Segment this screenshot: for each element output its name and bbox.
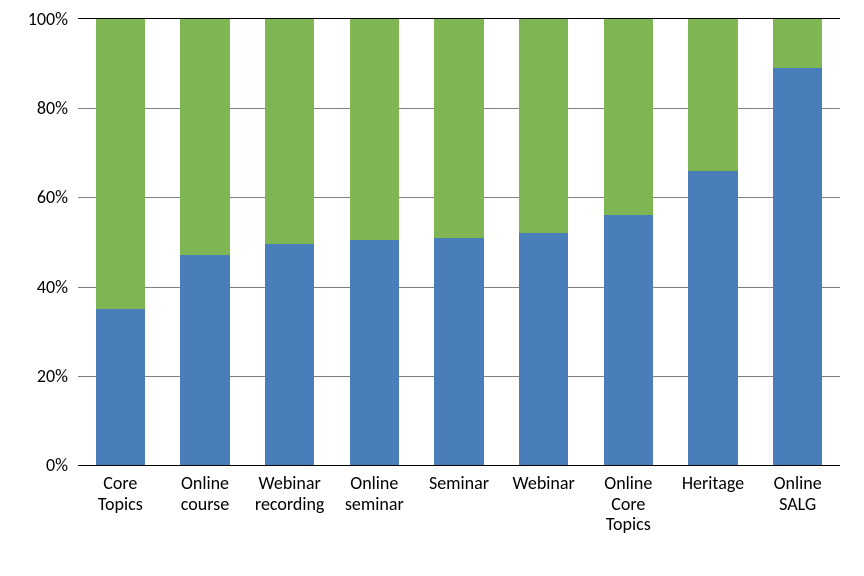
y-axis-tick-label: 80% [37, 97, 68, 119]
bar-segment-top [688, 19, 737, 171]
bar-group [350, 19, 399, 465]
bar-segment-top [604, 19, 653, 215]
bar-segment-top [519, 19, 568, 233]
bar-segment-top [265, 19, 314, 244]
chart: 0% 20% 40% 60% 80% 100% Core TopicsOnline cour… [0, 0, 864, 576]
bar-segment-bottom [96, 309, 145, 465]
bar-segment-top [350, 19, 399, 240]
bar-group [180, 19, 229, 465]
bar-segment-top [96, 19, 145, 309]
y-axis-tick-label: 0% [46, 454, 68, 476]
bar-segment-bottom [773, 68, 822, 465]
x-axis-tick-label: Webinar recording [248, 465, 331, 514]
plot-area: 0%20%40%60%80%100%Core TopicsOnline cour… [78, 18, 840, 466]
bar-group [688, 19, 737, 465]
bar-segment-top [773, 19, 822, 68]
x-axis-tick-label: Webinar [502, 465, 585, 494]
x-axis-tick-label: Seminar [418, 465, 501, 494]
x-axis-tick-label: Core Topics [79, 465, 162, 514]
bar-segment-bottom [604, 215, 653, 465]
bar-segment-bottom [434, 238, 483, 465]
bar-group [96, 19, 145, 465]
bar-group [434, 19, 483, 465]
bar-segment-bottom [265, 244, 314, 465]
bar-segment-bottom [688, 171, 737, 465]
y-axis-tick-label: 40% [37, 276, 68, 298]
x-axis-tick-label: Online seminar [333, 465, 416, 514]
bar-segment-bottom [180, 255, 229, 465]
bar-segment-top [180, 19, 229, 255]
x-axis-tick-label: Online course [164, 465, 247, 514]
bar-group [265, 19, 314, 465]
bar-group [604, 19, 653, 465]
y-axis-tick-label: 20% [37, 365, 68, 387]
x-axis-tick-label: Online Core Topics [587, 465, 670, 535]
bar-segment-top [434, 19, 483, 238]
bar-segment-bottom [350, 240, 399, 465]
bar-group [519, 19, 568, 465]
x-axis-tick-label: Online SALG [756, 465, 839, 514]
y-axis-tick-label: 60% [37, 186, 68, 208]
bar-group [773, 19, 822, 465]
x-axis-tick-label: Heritage [672, 465, 755, 494]
bar-segment-bottom [519, 233, 568, 465]
y-axis-tick-label: 100% [28, 8, 68, 30]
